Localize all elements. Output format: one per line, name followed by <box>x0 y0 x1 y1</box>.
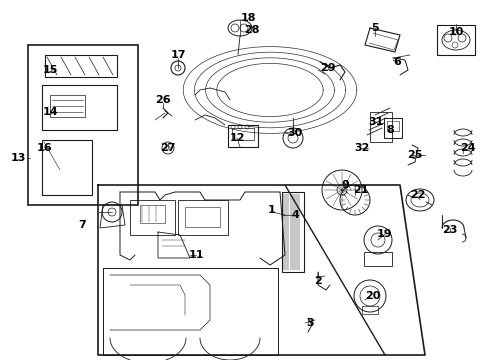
Text: 24: 24 <box>459 143 475 153</box>
Text: 30: 30 <box>287 128 302 138</box>
Text: 22: 22 <box>409 190 425 200</box>
Bar <box>42 140 92 195</box>
Bar <box>50 95 85 117</box>
Bar <box>231 128 253 140</box>
Text: 8: 8 <box>386 125 393 135</box>
Text: 11: 11 <box>188 250 203 260</box>
Text: 17: 17 <box>170 50 185 60</box>
Text: 29: 29 <box>320 63 335 73</box>
Text: 10: 10 <box>447 27 463 37</box>
Text: 28: 28 <box>244 25 259 35</box>
Bar <box>369 112 391 142</box>
Text: 18: 18 <box>240 13 255 23</box>
Text: 3: 3 <box>305 318 313 328</box>
Text: 7: 7 <box>78 220 86 230</box>
Text: 1: 1 <box>267 205 275 215</box>
Text: 6: 6 <box>392 57 400 67</box>
Text: 20: 20 <box>365 291 380 301</box>
Text: 4: 4 <box>290 210 298 220</box>
Text: 23: 23 <box>442 225 457 235</box>
Text: 12: 12 <box>229 133 244 143</box>
Text: 19: 19 <box>376 229 392 239</box>
Bar <box>227 125 258 147</box>
Bar <box>178 200 227 235</box>
Bar <box>184 207 220 227</box>
Text: 32: 32 <box>354 143 369 153</box>
Bar <box>436 25 474 55</box>
Text: 16: 16 <box>36 143 52 153</box>
Bar <box>28 45 138 205</box>
Text: 26: 26 <box>155 95 170 105</box>
Text: 13: 13 <box>10 153 26 163</box>
Bar <box>140 205 164 223</box>
Text: 2: 2 <box>313 276 321 286</box>
Text: 14: 14 <box>42 107 58 117</box>
Text: 21: 21 <box>352 185 368 195</box>
Text: 31: 31 <box>367 117 383 127</box>
Bar <box>386 121 398 131</box>
Bar <box>282 192 304 272</box>
Text: 27: 27 <box>160 143 175 153</box>
Bar <box>383 118 401 138</box>
Bar <box>42 85 117 130</box>
Text: 25: 25 <box>407 150 422 160</box>
Bar <box>130 200 175 235</box>
Bar <box>361 306 377 314</box>
Bar <box>45 55 117 77</box>
Text: 5: 5 <box>370 23 378 33</box>
Text: 15: 15 <box>42 65 58 75</box>
Text: 9: 9 <box>340 180 348 190</box>
Bar <box>363 252 391 266</box>
